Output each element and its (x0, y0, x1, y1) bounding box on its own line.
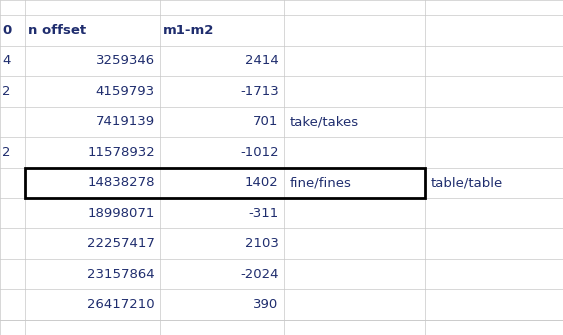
Text: 7419139: 7419139 (96, 115, 155, 128)
Text: 23157864: 23157864 (87, 268, 155, 281)
Text: 701: 701 (253, 115, 279, 128)
Text: 390: 390 (253, 298, 279, 311)
Text: table/table: table/table (431, 176, 503, 189)
Text: n offset: n offset (28, 24, 86, 37)
Text: 1402: 1402 (245, 176, 279, 189)
Text: 2: 2 (2, 85, 11, 98)
Text: 4159793: 4159793 (96, 85, 155, 98)
Text: 22257417: 22257417 (87, 237, 155, 250)
Text: 2: 2 (2, 146, 11, 159)
Text: 2103: 2103 (245, 237, 279, 250)
Text: m1-m2: m1-m2 (163, 24, 215, 37)
Text: 26417210: 26417210 (87, 298, 155, 311)
Text: take/takes: take/takes (290, 115, 359, 128)
Text: 14838278: 14838278 (87, 176, 155, 189)
Text: 3259346: 3259346 (96, 54, 155, 67)
Text: 11578932: 11578932 (87, 146, 155, 159)
Text: -1713: -1713 (240, 85, 279, 98)
Text: -2024: -2024 (240, 268, 279, 281)
Text: -1012: -1012 (240, 146, 279, 159)
Text: 18998071: 18998071 (87, 207, 155, 220)
Bar (25, 168, 425, 198)
Text: -311: -311 (248, 207, 279, 220)
Text: 0: 0 (2, 24, 11, 37)
Text: 4: 4 (2, 54, 11, 67)
Text: 2414: 2414 (245, 54, 279, 67)
Text: fine/fines: fine/fines (290, 176, 352, 189)
